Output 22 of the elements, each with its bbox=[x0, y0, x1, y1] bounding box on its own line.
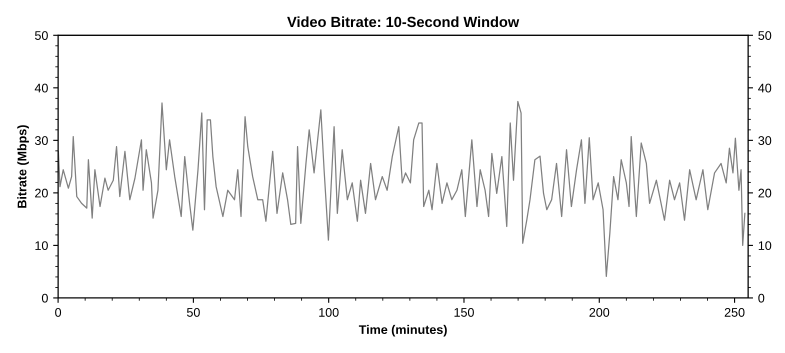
y-tick-label: 10 bbox=[35, 241, 48, 250]
y2-tick-label: 10 bbox=[758, 241, 772, 250]
x-axis-title: Time (minutes) bbox=[358, 324, 447, 337]
y2-tick-label: 30 bbox=[758, 136, 772, 146]
x-tick-label: 150 bbox=[454, 308, 474, 317]
x-tick-label: 200 bbox=[589, 308, 610, 317]
y-tick-label: 50 bbox=[34, 31, 48, 40]
y-tick-label: 30 bbox=[34, 136, 48, 146]
y2-tick-label: 0 bbox=[758, 294, 764, 303]
x-tick-label: 50 bbox=[186, 308, 200, 317]
x-tick-label: 100 bbox=[319, 308, 339, 317]
x-tick-label: 0 bbox=[55, 308, 62, 317]
x-tick-label: 250 bbox=[724, 308, 745, 317]
y-axis-title: Bitrate (Mbps) bbox=[17, 125, 29, 208]
line-series bbox=[58, 100, 746, 278]
y-tick-label: 40 bbox=[34, 84, 48, 92]
chart-title: Video Bitrate: 10-Second Window bbox=[287, 16, 520, 28]
y-tick-label: 20 bbox=[35, 188, 48, 198]
y2-tick-label: 50 bbox=[758, 31, 772, 40]
y2-tick-label: 20 bbox=[758, 188, 772, 198]
y2-tick-label: 40 bbox=[758, 84, 772, 92]
y-tick-label: 0 bbox=[42, 294, 48, 303]
